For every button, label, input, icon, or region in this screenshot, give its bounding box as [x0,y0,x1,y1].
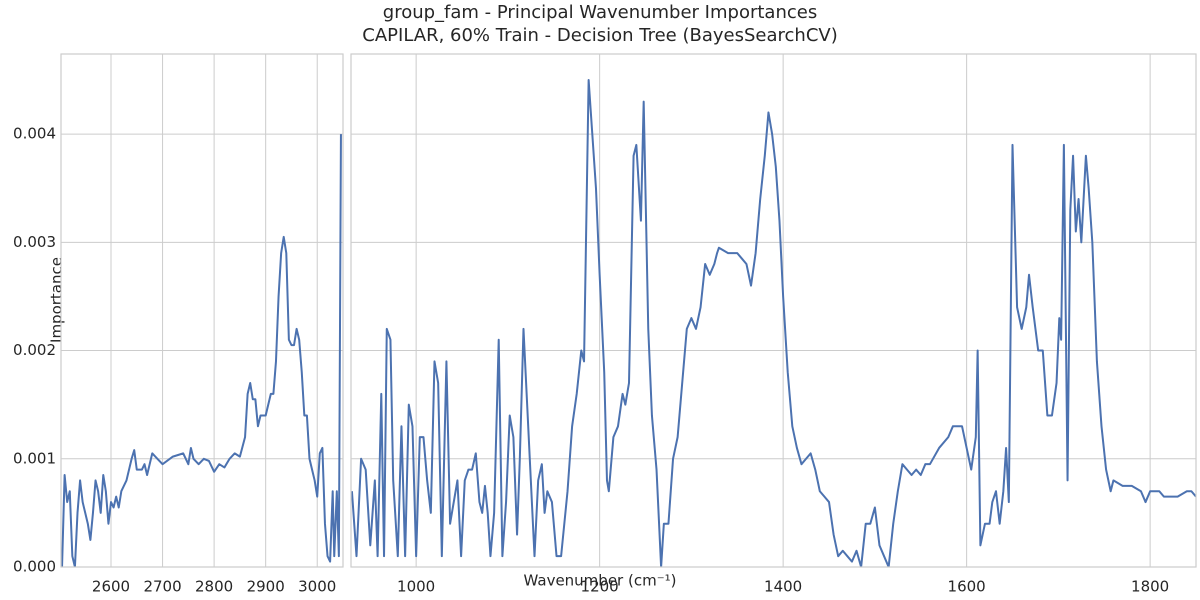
x-tick-label: 2800 [195,578,233,596]
x-tick-label: 2900 [247,578,285,596]
plot-frame [350,53,1197,568]
x-tick-label: 3000 [298,578,336,596]
y-tick-label: 0.001 [13,449,56,467]
x-tick-label: 1800 [1131,578,1169,596]
data-line [61,134,342,567]
x-tick-label: 1000 [397,578,435,596]
y-tick-label: 0.002 [13,341,56,359]
x-tick-label: 1400 [764,578,802,596]
x-tick-label: 2700 [143,578,181,596]
y-tick-label: 0.003 [13,233,56,251]
y-axis-label: Importance [48,257,66,343]
x-tick-label: 1200 [581,578,619,596]
y-tick-label: 0.004 [13,125,56,143]
y-tick-label: 0.000 [13,558,56,576]
plot-frame [60,53,344,568]
data-line [351,78,1196,567]
x-axis-label: Wavenumber (cm⁻¹) [524,572,677,590]
x-tick-label: 1600 [948,578,986,596]
chart-title: group_fam - Principal Wavenumber Importa… [383,2,817,23]
chart-subtitle: CAPILAR, 60% Train - Decision Tree (Baye… [362,25,837,46]
x-tick-label: 2600 [92,578,130,596]
